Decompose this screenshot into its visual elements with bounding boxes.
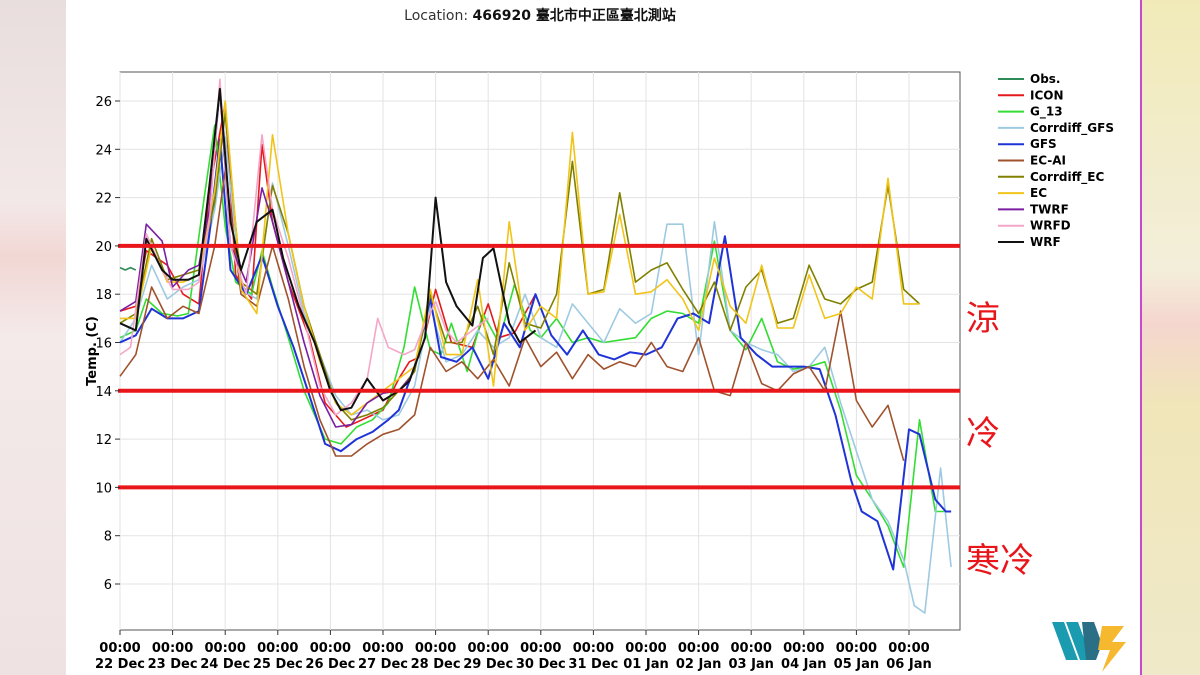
x-tick-date: 28 Dec	[411, 657, 461, 672]
x-tick-time: 00:00	[99, 641, 140, 656]
x-tick-date: 03 Jan	[728, 657, 773, 672]
logo	[1052, 622, 1126, 672]
y-tick-label: 14	[95, 385, 112, 400]
y-tick-label: 16	[95, 337, 112, 352]
x-tick-date: 02 Jan	[676, 657, 721, 672]
series-line-corrdiff-gfs	[119, 136, 952, 614]
x-tick-date: 05 Jan	[834, 657, 879, 672]
x-tick-time: 00:00	[362, 641, 403, 656]
chart-title: Location: 466920 臺北市中正區臺北測站	[404, 7, 676, 24]
x-tick-date: 06 Jan	[886, 657, 931, 672]
x-tick-time: 00:00	[731, 641, 772, 656]
legend-label: WRF	[1030, 235, 1061, 249]
plot-area	[119, 71, 961, 631]
threshold-label: 涼	[966, 299, 1000, 339]
y-tick-label: 12	[95, 433, 112, 448]
x-tick-time: 00:00	[152, 641, 193, 656]
legend-label: TWRF	[1030, 202, 1069, 216]
series-line-ec	[120, 100, 920, 416]
x-tick-time: 00:00	[625, 641, 666, 656]
series-line-obs-	[119, 266, 137, 271]
x-tick-time: 00:00	[888, 641, 929, 656]
threshold-label: 冷	[966, 414, 1000, 454]
y-tick-label: 18	[95, 288, 112, 303]
x-tick-time: 00:00	[310, 641, 351, 656]
series-line-corrdiff-ec	[119, 112, 921, 421]
x-tick-date: 24 Dec	[200, 657, 250, 672]
legend-label: EC	[1030, 186, 1047, 200]
y-tick-labels: 6 8 10 12 14 16 18 20 22 24 26	[95, 95, 120, 593]
legend-label: Corrdiff_GFS	[1030, 121, 1114, 136]
legend-label: WRFD	[1030, 219, 1071, 233]
x-tick-date: 31 Dec	[568, 657, 618, 672]
left-background-strip	[0, 0, 66, 675]
x-tick-date: 04 Jan	[781, 657, 826, 672]
legend-label: ICON	[1030, 88, 1064, 102]
y-tick-label: 26	[95, 95, 112, 110]
x-tick-date: 29 Dec	[463, 657, 513, 672]
x-tick-time: 00:00	[468, 641, 509, 656]
x-tick-date: 22 Dec	[95, 657, 145, 672]
y-tick-label: 22	[95, 192, 112, 207]
x-tick-time: 00:00	[520, 641, 561, 656]
right-background-strip	[1142, 0, 1200, 675]
x-tick-date: 25 Dec	[253, 657, 303, 672]
x-tick-date: 30 Dec	[516, 657, 566, 672]
series-line-twrf	[119, 88, 410, 428]
x-tick-time: 00:00	[836, 641, 877, 656]
x-tick-date: 26 Dec	[305, 657, 355, 672]
chart-title-station: 466920 臺北市中正區臺北測站	[473, 7, 676, 24]
x-tick-time: 00:00	[678, 641, 719, 656]
y-tick-label: 20	[95, 240, 112, 255]
legend-label: GFS	[1030, 137, 1057, 151]
x-tick-time: 00:00	[573, 641, 614, 656]
x-tick-time: 00:00	[783, 641, 824, 656]
frame-border-line	[1140, 0, 1142, 675]
y-axis-label: Temp. (C)	[85, 316, 100, 386]
x-tick-time: 00:00	[205, 641, 246, 656]
series-line-gfs	[119, 138, 952, 571]
legend-label: EC-AI	[1030, 154, 1066, 168]
x-tick-time: 00:00	[257, 641, 298, 656]
threshold-lines	[118, 243, 960, 490]
x-tick-time: 00:00	[415, 641, 456, 656]
y-tick-label: 8	[104, 530, 112, 545]
y-tick-label: 6	[104, 578, 112, 593]
y-tick-label: 24	[95, 143, 112, 158]
y-tick-label: 10	[95, 481, 112, 496]
x-tick-date: 01 Jan	[623, 657, 668, 672]
legend-label: Corrdiff_EC	[1030, 170, 1105, 185]
chart-title-prefix: Location:	[404, 8, 472, 24]
x-tick-date: 23 Dec	[148, 657, 198, 672]
x-tick-date: 27 Dec	[358, 657, 408, 672]
legend-label: Obs.	[1030, 72, 1061, 86]
legend-label: G_13	[1030, 105, 1063, 120]
threshold-label: 寒冷	[966, 541, 1034, 581]
